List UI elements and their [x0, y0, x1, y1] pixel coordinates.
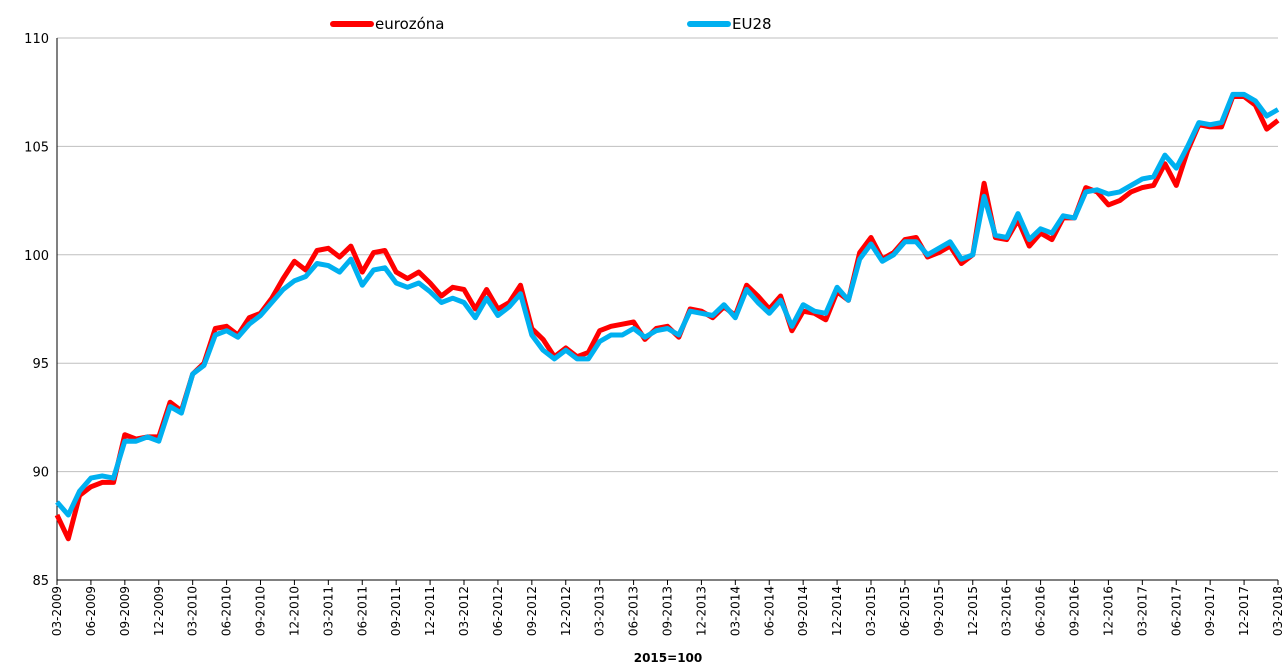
x-tick-label: 06-2011 — [355, 586, 369, 636]
series-line — [55, 91, 1280, 518]
x-tick-label: 03-2011 — [321, 586, 335, 636]
y-tick-label: 100 — [24, 249, 49, 264]
x-tick-label: 03-2009 — [50, 586, 64, 636]
x-tick-label: 06-2012 — [491, 586, 505, 636]
x-tick-label: 12-2009 — [152, 586, 166, 636]
x-tick-label: 03-2015 — [864, 586, 878, 636]
x-tick-label: 09-2010 — [254, 586, 268, 636]
legend-label: EU28 — [732, 15, 772, 33]
x-tick-label: 03-2014 — [728, 586, 742, 636]
x-axis-label: 2015=100 — [634, 651, 703, 665]
x-tick-label: 12-2017 — [1237, 586, 1251, 636]
x-tick-label: 12-2013 — [694, 586, 708, 636]
x-tick-label: 09-2009 — [118, 586, 132, 636]
x-tick-label: 03-2010 — [186, 586, 200, 636]
y-tick-label: 105 — [24, 140, 49, 155]
x-tick-label: 09-2015 — [932, 586, 946, 636]
x-tick-label: 09-2016 — [1068, 586, 1082, 636]
x-tick-label: 09-2012 — [525, 586, 539, 636]
x-tick-label: 12-2011 — [423, 586, 437, 636]
x-tick-label: 03-2012 — [457, 586, 471, 636]
x-tick-label: 12-2010 — [287, 586, 301, 636]
x-tick-label: 09-2014 — [796, 586, 810, 636]
x-tick-label: 12-2014 — [830, 586, 844, 636]
y-tick-label: 95 — [32, 357, 49, 372]
x-tick-label: 06-2009 — [84, 586, 98, 636]
x-tick-label: 06-2017 — [1169, 586, 1183, 636]
x-tick-label: 09-2011 — [389, 586, 403, 636]
x-tick-label: 12-2015 — [966, 586, 980, 636]
x-tick-label: 09-2017 — [1203, 586, 1217, 636]
x-tick-label: 03-2018 — [1271, 586, 1285, 636]
y-tick-label: 110 — [24, 32, 49, 47]
x-tick-label: 06-2013 — [627, 586, 641, 636]
y-tick-label: 90 — [32, 466, 49, 481]
legend-label: eurozóna — [375, 15, 445, 33]
x-tick-label: 06-2010 — [220, 586, 234, 636]
x-tick-label: 12-2012 — [559, 586, 573, 636]
x-tick-label: 09-2013 — [661, 586, 675, 636]
x-tick-label: 06-2015 — [898, 586, 912, 636]
series-line — [54, 94, 1280, 542]
x-tick-label: 03-2016 — [1000, 586, 1014, 636]
y-tick-label: 85 — [32, 574, 49, 589]
x-tick-label: 06-2014 — [762, 586, 776, 636]
x-tick-label: 06-2016 — [1034, 586, 1048, 636]
x-tick-label: 12-2016 — [1101, 586, 1115, 636]
x-tick-label: 03-2013 — [593, 586, 607, 636]
x-tick-label: 03-2017 — [1135, 586, 1149, 636]
